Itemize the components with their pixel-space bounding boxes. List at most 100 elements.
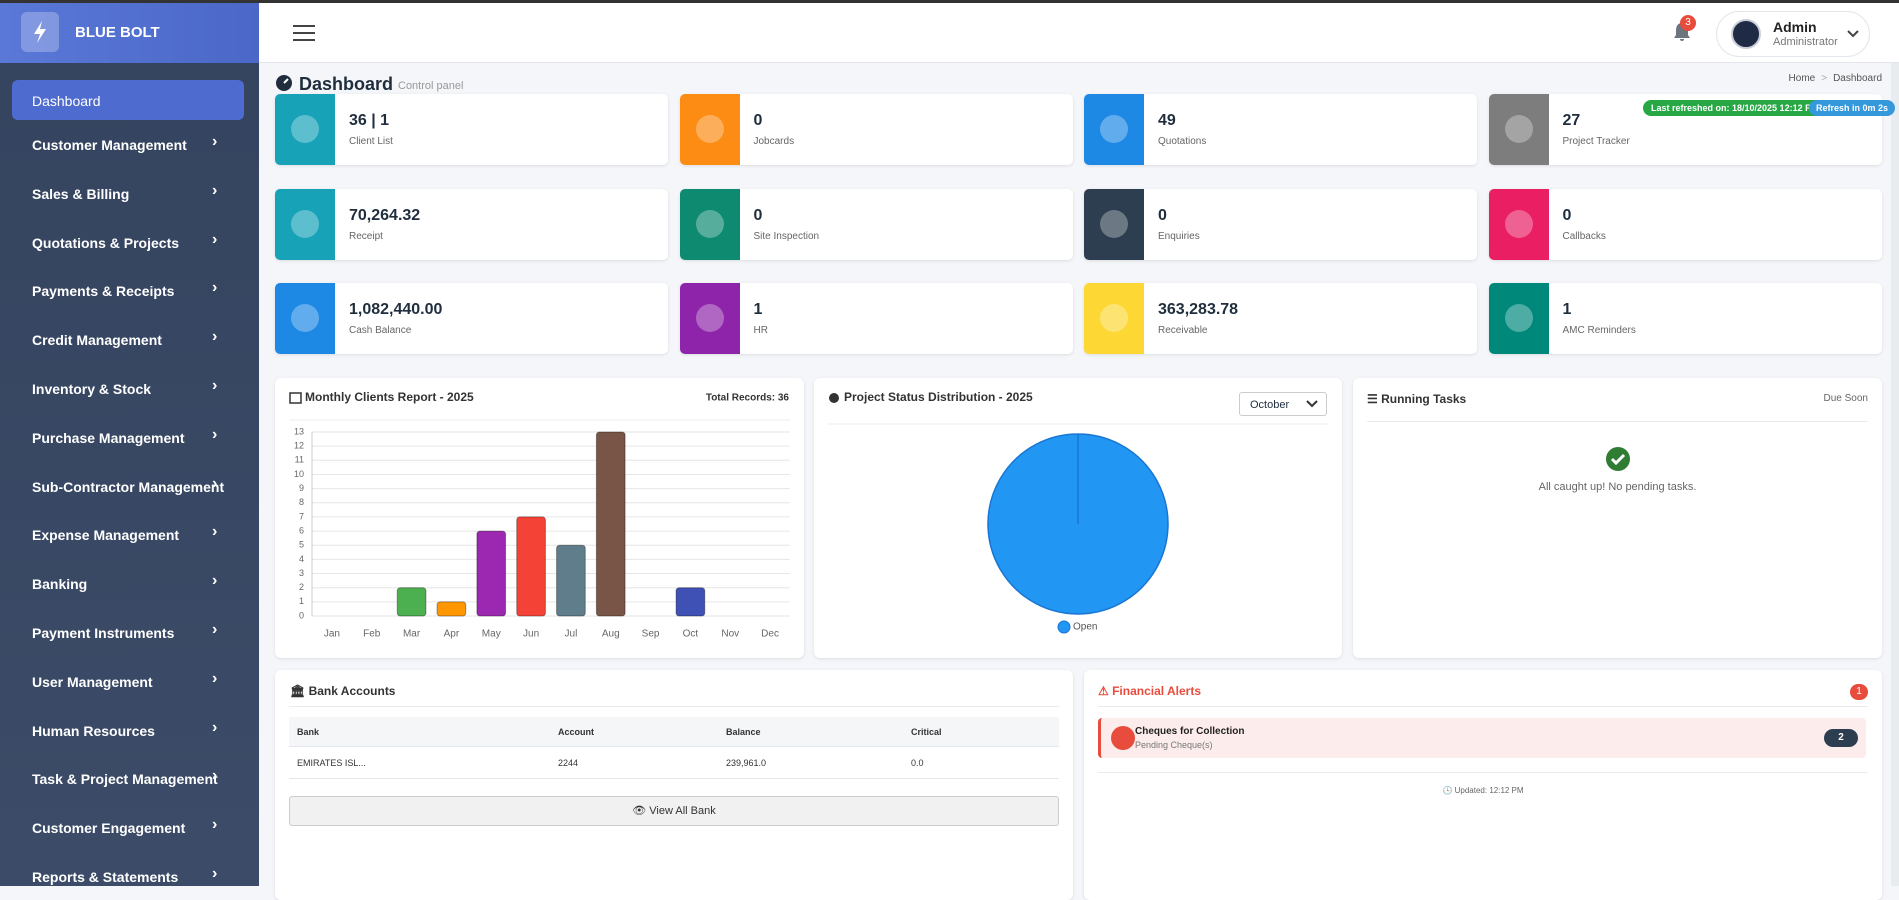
alert-title: Cheques for Collection: [1135, 726, 1245, 737]
breadcrumb-current: Dashboard: [1833, 73, 1882, 84]
check-icon: [1606, 447, 1630, 471]
stat-icon: [679, 94, 740, 165]
stat-icon: [679, 188, 740, 260]
nav-arrow: ›: [212, 377, 218, 394]
stat-card[interactable]: 0 Enquiries: [1084, 188, 1477, 260]
nav-arrow: ›: [212, 621, 218, 638]
top-header: 3 Admin Administrator: [259, 3, 1899, 63]
nav-item[interactable]: Purchase Management ›: [12, 417, 244, 457]
column-header: Critical: [911, 727, 942, 737]
nav-item[interactable]: Banking ›: [12, 563, 244, 603]
stat-card[interactable]: 49 Quotations: [1084, 94, 1477, 165]
stat-label: Receipt: [349, 230, 383, 242]
nav-item[interactable]: Inventory & Stock ›: [12, 368, 244, 408]
select-chevron: [1306, 400, 1318, 408]
avatar: [1731, 19, 1761, 49]
stat-card[interactable]: 0 Jobcards: [679, 94, 1073, 165]
divider: [1367, 421, 1868, 422]
nav-item[interactable]: Credit Management ›: [12, 319, 244, 359]
menu-toggle[interactable]: [293, 23, 317, 43]
scrollbar: [1891, 63, 1899, 886]
nav-item[interactable]: Customer Engagement ›: [12, 807, 244, 847]
alert-item[interactable]: Cheques for Collection Pending Cheque(s)…: [1098, 718, 1866, 758]
stat-card[interactable]: 0 Callbacks: [1488, 188, 1882, 260]
view-all-label: View All Bank: [649, 805, 716, 817]
stat-card[interactable]: 1 HR: [679, 283, 1073, 354]
nav-label: Payment Instruments: [32, 625, 175, 641]
stat-value: 36 | 1: [349, 112, 390, 129]
tasks-empty: All caught up! No pending tasks.: [1538, 481, 1697, 493]
stat-label: Enquiries: [1158, 230, 1200, 242]
stat-label: Site Inspection: [753, 230, 820, 242]
alerts-count: 1: [1850, 684, 1868, 700]
nav-arrow: ›: [212, 816, 218, 834]
stat-card[interactable]: 0 Site Inspection: [679, 188, 1073, 260]
nav-item[interactable]: Customer Management ›: [12, 124, 244, 164]
nav-item[interactable]: Payment Instruments ›: [12, 612, 244, 652]
stat-label: Quotations: [1158, 136, 1207, 147]
nav-label: Customer Engagement: [32, 820, 186, 837]
nav-label: Task & Project Management: [32, 771, 218, 788]
nav-label: Banking: [32, 576, 88, 593]
stat-value: 27: [1562, 112, 1581, 129]
nav-item[interactable]: Quotations & Projects ›: [12, 222, 244, 262]
bank-table: Bank Account Balance Critical EMIRATES ISL..…: [289, 717, 1059, 779]
clients-panel: [275, 378, 804, 658]
nav-item[interactable]: Expense Management ›: [12, 514, 244, 554]
nav-item[interactable]: Task & Project Management ›: [12, 758, 244, 798]
stat-card[interactable]: 36 | 1 Client List: [275, 94, 668, 165]
nav-arrow: ›: [212, 474, 218, 492]
nav-label: Purchase Management: [32, 429, 185, 446]
nav-item[interactable]: Dashboard: [12, 80, 244, 120]
stat-value: 1,082,440.00: [349, 301, 443, 318]
nav-arrow: ›: [212, 865, 218, 882]
stat-icon-glyph: [291, 209, 319, 238]
bank-title: 🏛 Bank Accounts: [290, 684, 396, 698]
nav-item[interactable]: Sales & Billing ›: [12, 173, 244, 213]
nav-item[interactable]: Sub-Contractor Management ›: [12, 466, 244, 506]
stat-icon-glyph: [291, 304, 319, 332]
table-cell: 0.0: [911, 758, 924, 768]
stat-label: AMC Reminders: [1562, 325, 1636, 336]
divider: [1098, 706, 1868, 707]
status-panel: October: [814, 378, 1342, 658]
brand-name: BLUE BOLT: [75, 24, 160, 41]
stat-icon-glyph: [1100, 115, 1128, 143]
nav-item[interactable]: Payments & Receipts ›: [12, 270, 244, 310]
nav-item[interactable]: User Management ›: [12, 661, 244, 701]
stat-label: Jobcards: [753, 136, 795, 147]
table-cell: 239,961.0: [726, 758, 767, 768]
breadcrumb-sep: >: [1821, 73, 1828, 84]
notification-badge: 3: [1680, 15, 1696, 31]
nav-label: Sales & Billing: [32, 185, 130, 202]
stat-card[interactable]: 70,264.32 Receipt: [275, 188, 668, 260]
stat-icon-glyph: [1100, 209, 1128, 238]
nav-arrow: ›: [212, 669, 218, 687]
alerts-updated: 🕓 Updated: 12:12 PM: [1442, 786, 1524, 795]
nav-item[interactable]: Human Resources ›: [12, 710, 244, 750]
view-all-button[interactable]: 👁 View All Bank: [289, 796, 1059, 826]
nav-item[interactable]: Reports & Statements ›: [12, 856, 244, 896]
alert-icon: [1111, 726, 1135, 750]
stat-icon: [275, 188, 335, 260]
stat-icon-glyph: [695, 115, 724, 143]
month-select[interactable]: October: [1239, 392, 1327, 416]
stat-icon: [1084, 283, 1144, 354]
stat-value: 49: [1158, 112, 1176, 129]
stat-icon-glyph: [695, 304, 724, 332]
stat-icon: [275, 283, 335, 354]
stat-icon: [679, 283, 740, 354]
last-refreshed: Last refreshed on: 18/10/2025 12:12 PM: [1643, 100, 1827, 116]
alert-subtitle: Pending Cheque(s): [1135, 740, 1213, 750]
stat-icon-glyph: [1504, 304, 1533, 332]
user-menu[interactable]: Admin Administrator: [1716, 11, 1870, 57]
nav-label: Inventory & Stock: [32, 381, 152, 397]
stat-card[interactable]: 363,283.78 Receivable: [1084, 283, 1477, 354]
breadcrumb-home[interactable]: Home: [1788, 73, 1816, 84]
stat-label: HR: [753, 325, 768, 336]
stat-icon-glyph: [1100, 304, 1128, 332]
nav-label: Expense Management: [32, 527, 180, 544]
stat-icon: [1084, 94, 1144, 165]
stat-card[interactable]: 1 AMC Reminders: [1488, 283, 1882, 354]
stat-card[interactable]: 1,082,440.00 Cash Balance: [275, 283, 668, 354]
